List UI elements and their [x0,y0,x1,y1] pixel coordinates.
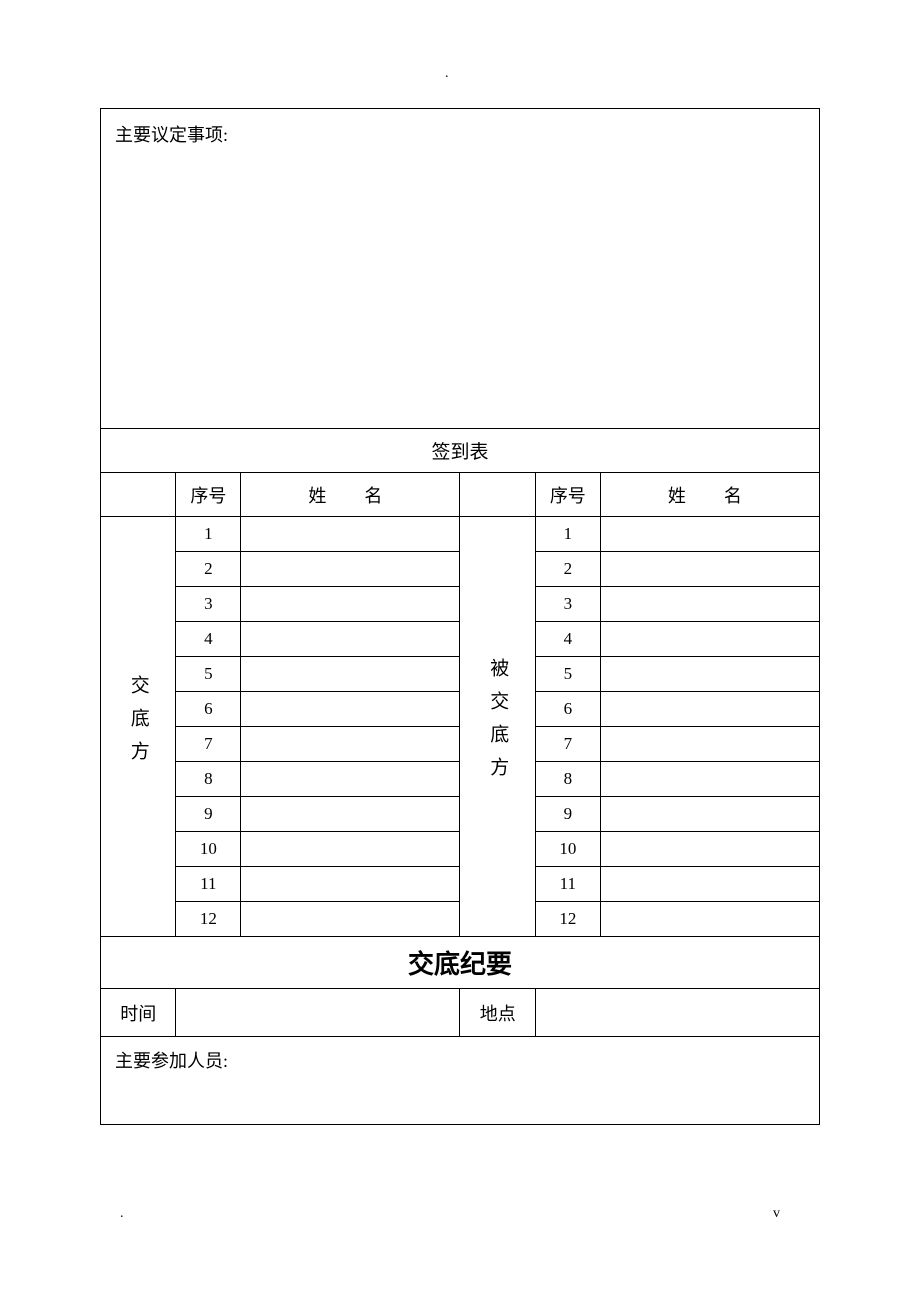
resolution-cell: 主要议定事项: [101,109,820,429]
left-seq-cell: 7 [176,727,241,762]
resolution-label: 主要议定事项: [115,125,228,145]
left-name-cell [241,762,460,797]
signin-title: 签到表 [101,429,820,473]
right-seq-cell: 12 [535,902,600,937]
left-seq-cell: 2 [176,552,241,587]
left-group-label-cell: 交底方 [101,517,176,937]
signin-header-row: 签到表 [101,429,820,473]
top-dot-mark: . [445,66,449,82]
right-group-label-cell: 被交底方 [460,517,535,937]
right-seq-cell: 5 [535,657,600,692]
left-name-header: 姓 名 [241,473,460,517]
summary-title-row: 交底纪要 [101,937,820,989]
time-place-row: 时间 地点 [101,989,820,1037]
right-seq-cell: 2 [535,552,600,587]
right-name-cell [600,727,819,762]
right-seq-cell: 4 [535,622,600,657]
right-name-cell [600,552,819,587]
place-value [535,989,819,1037]
right-name-cell [600,622,819,657]
form-table: 主要议定事项: 签到表 序号 姓 名 序号 姓 名 交底方 1 被交底方 1 [100,108,820,1125]
time-label: 时间 [101,989,176,1037]
left-seq-cell: 6 [176,692,241,727]
right-seq-cell: 7 [535,727,600,762]
right-seq-cell: 11 [535,867,600,902]
right-name-cell [600,762,819,797]
right-seq-cell: 3 [535,587,600,622]
right-name-cell [600,657,819,692]
left-name-cell [241,727,460,762]
right-name-cell [600,797,819,832]
right-name-cell [600,832,819,867]
left-name-cell [241,657,460,692]
bottom-right-letter-mark: v [773,1206,780,1222]
left-group-header-blank [101,473,176,517]
left-seq-cell: 9 [176,797,241,832]
left-seq-cell: 12 [176,902,241,937]
left-name-cell [241,867,460,902]
left-seq-cell: 10 [176,832,241,867]
right-seq-cell: 6 [535,692,600,727]
left-seq-cell: 8 [176,762,241,797]
time-value [176,989,460,1037]
right-name-cell [600,517,819,552]
participants-cell: 主要参加人员: [101,1037,820,1125]
left-seq-cell: 4 [176,622,241,657]
left-group-label: 交底方 [125,675,152,774]
left-seq-cell: 3 [176,587,241,622]
right-seq-cell: 8 [535,762,600,797]
bottom-left-dot-mark: . [120,1206,124,1222]
right-seq-cell: 1 [535,517,600,552]
left-name-cell [241,902,460,937]
left-name-cell [241,552,460,587]
right-name-cell [600,587,819,622]
place-label: 地点 [460,989,535,1037]
right-seq-cell: 10 [535,832,600,867]
participants-row: 主要参加人员: [101,1037,820,1125]
right-seq-cell: 9 [535,797,600,832]
right-name-cell [600,867,819,902]
column-header-row: 序号 姓 名 序号 姓 名 [101,473,820,517]
left-seq-cell: 1 [176,517,241,552]
resolution-section: 主要议定事项: [101,109,820,429]
left-seq-cell: 11 [176,867,241,902]
left-name-cell [241,832,460,867]
left-seq-header: 序号 [176,473,241,517]
right-name-cell [600,902,819,937]
summary-title: 交底纪要 [101,937,820,989]
left-seq-cell: 5 [176,657,241,692]
right-group-header-blank [460,473,535,517]
right-name-header: 姓 名 [600,473,819,517]
left-name-cell [241,797,460,832]
document-page: 主要议定事项: 签到表 序号 姓 名 序号 姓 名 交底方 1 被交底方 1 [0,0,920,1185]
left-name-cell [241,622,460,657]
right-group-label: 被交底方 [484,658,511,790]
table-row: 交底方 1 被交底方 1 [101,517,820,552]
right-seq-header: 序号 [535,473,600,517]
right-name-cell [600,692,819,727]
participants-label: 主要参加人员: [115,1051,228,1071]
left-name-cell [241,587,460,622]
left-name-cell [241,692,460,727]
left-name-cell [241,517,460,552]
